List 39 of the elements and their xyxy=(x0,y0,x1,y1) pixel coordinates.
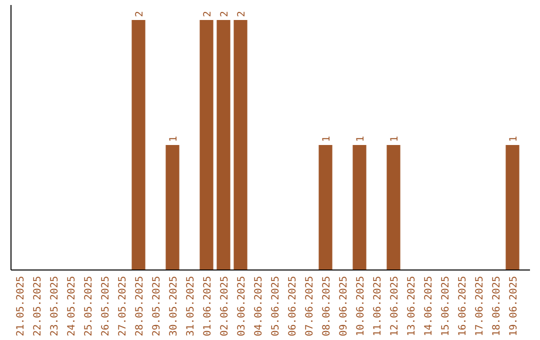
data-label: 2 xyxy=(220,10,230,17)
x-tick-label: 12.06.2025 xyxy=(390,276,400,336)
x-tick-label: 14.06.2025 xyxy=(424,276,434,336)
data-label: 2 xyxy=(134,10,146,17)
x-tick-label: 23.05.2025 xyxy=(50,276,60,336)
x-tick-label: 11.06.2025 xyxy=(372,276,384,336)
x-tick-label: 21.05.2025 xyxy=(16,276,26,336)
x-tick-label: 03.06.2025 xyxy=(236,276,248,336)
x-tick-label: 02.06.2025 xyxy=(220,276,230,336)
data-label: 2 xyxy=(236,10,248,17)
x-tick-label: 19.06.2025 xyxy=(508,276,520,336)
x-tick-label: 09.06.2025 xyxy=(338,276,350,336)
data-label: 1 xyxy=(168,136,180,142)
x-tick-label: 26.05.2025 xyxy=(100,276,112,336)
x-tick-label: 13.06.2025 xyxy=(406,276,418,336)
x-tick-label: 25.05.2025 xyxy=(84,276,94,336)
data-label: 1 xyxy=(390,136,400,142)
x-tick-label: 29.05.2025 xyxy=(152,276,162,336)
data-label: 1 xyxy=(322,136,332,142)
data-label: 1 xyxy=(356,136,366,142)
x-tick-label: 18.06.2025 xyxy=(492,276,502,336)
x-tick-label: 31.05.2025 xyxy=(186,276,196,336)
data-label: 1 xyxy=(508,136,520,142)
x-tick-label: 30.05.2025 xyxy=(168,276,180,336)
x-tick-label: 08.06.2025 xyxy=(322,276,332,336)
x-tick-label: 05.06.2025 xyxy=(270,276,282,336)
x-tick-label: 07.06.2025 xyxy=(304,276,316,336)
x-tick-label: 04.06.2025 xyxy=(254,276,264,336)
x-tick-label: 27.05.2025 xyxy=(118,276,128,336)
x-tick-label: 17.06.2025 xyxy=(474,276,486,336)
x-tick-label: 10.06.2025 xyxy=(356,276,366,336)
data-label: 2 xyxy=(202,10,214,17)
x-tick-label: 01.06.2025 xyxy=(202,276,214,336)
x-tick-label: 15.06.2025 xyxy=(440,276,452,336)
x-tick-label: 06.06.2025 xyxy=(288,276,298,336)
x-tick-label: 16.06.2025 xyxy=(458,276,468,336)
x-tick-label: 28.05.2025 xyxy=(134,276,146,336)
x-tick-label: 22.05.2025 xyxy=(32,276,44,336)
x-tick-label: 24.05.2025 xyxy=(66,276,78,336)
